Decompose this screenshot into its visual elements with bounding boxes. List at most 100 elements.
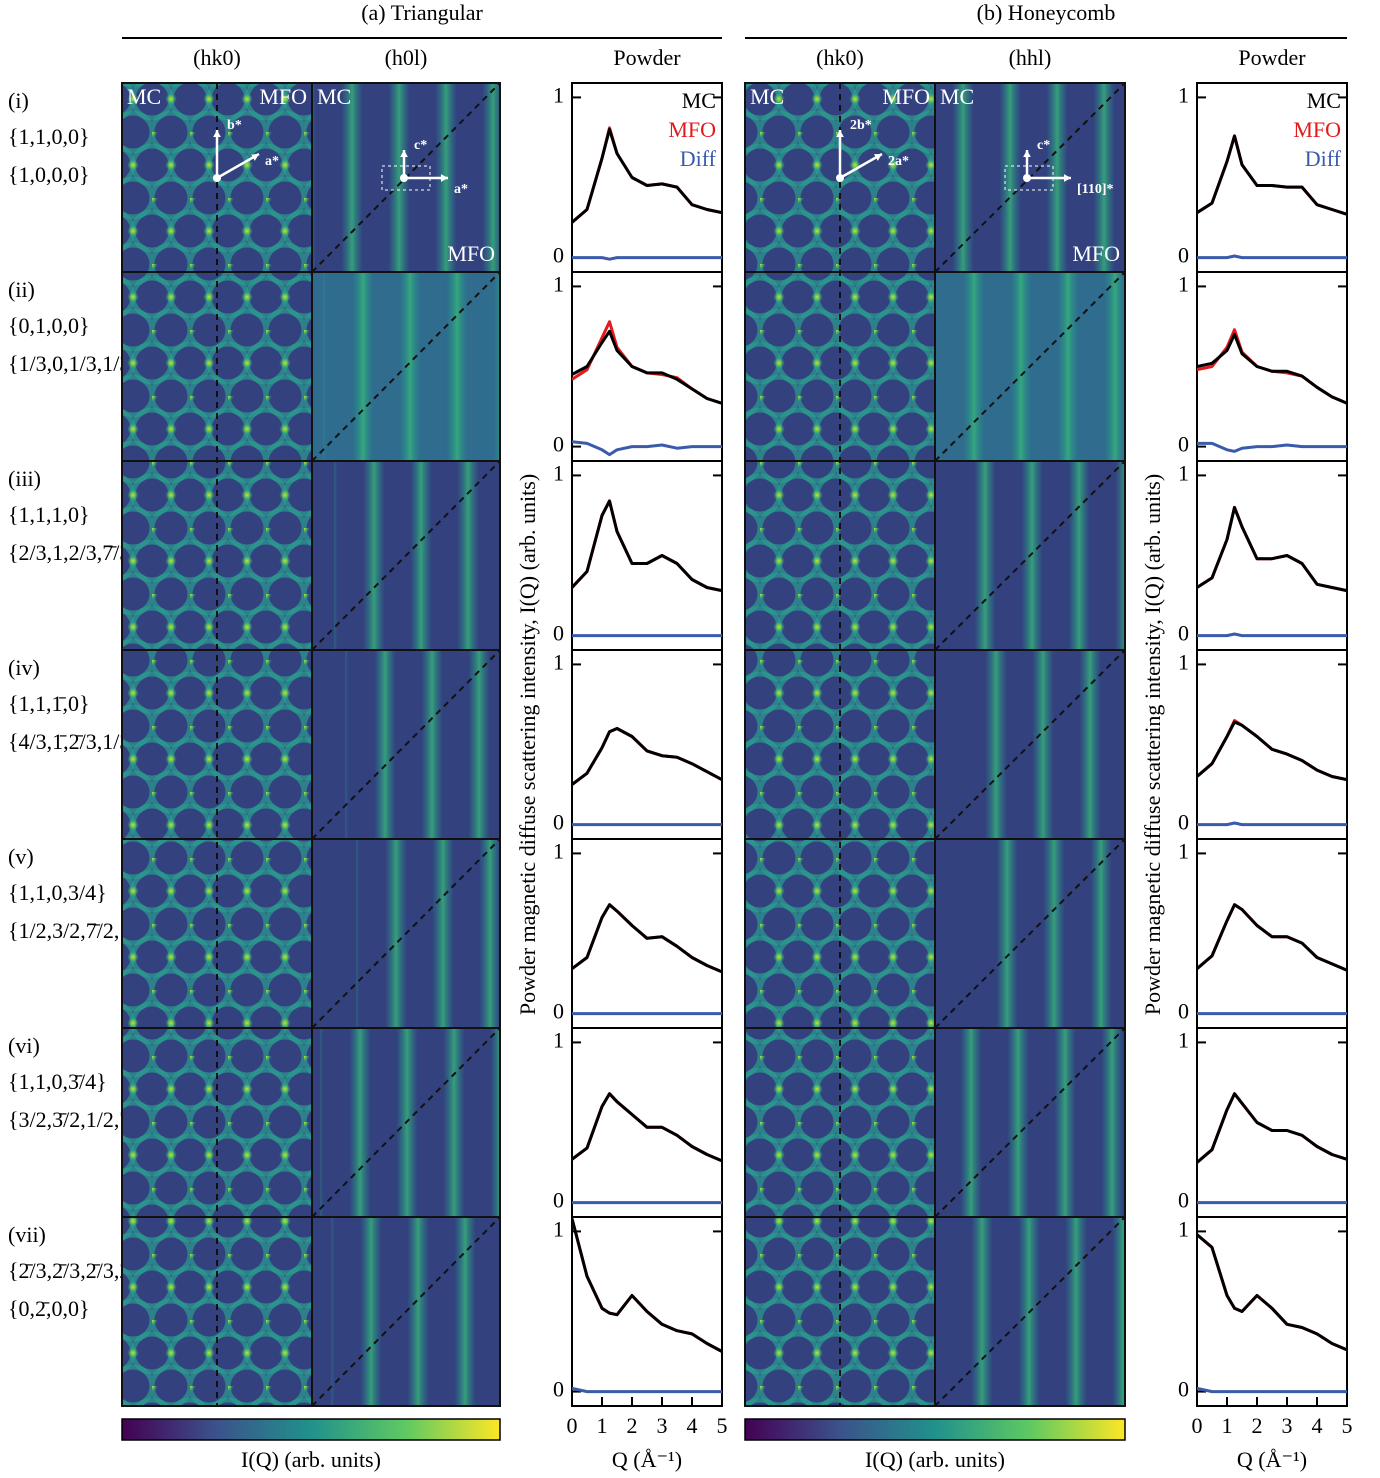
row-condition: {0,2̄,0,0} <box>8 1296 90 1321</box>
y-tick-label: 0 <box>1178 810 1189 835</box>
colorbar <box>121 1418 501 1441</box>
diagonal <box>935 1028 1125 1217</box>
row-condition: {2/3,1,2/3,7̄/3} <box>8 540 141 565</box>
y-tick-label: 0 <box>553 1377 564 1402</box>
series-line <box>572 256 722 261</box>
map-texture <box>331 1217 500 1406</box>
plot-frame <box>1196 1027 1348 1218</box>
map-texture <box>968 650 1125 839</box>
x-tick-label: 3 <box>1282 1413 1293 1438</box>
origin <box>1023 174 1031 182</box>
arrow-label: 2a* <box>888 154 909 169</box>
map <box>935 272 1125 461</box>
series-line <box>1197 720 1347 782</box>
x-axis-label: Q (Å⁻¹) <box>1237 1447 1307 1472</box>
y-tick-label: 1 <box>1178 649 1189 674</box>
column-title: (hhl) <box>1009 45 1052 70</box>
plot-frame <box>1196 271 1348 462</box>
series-line <box>1197 333 1347 405</box>
column-title: (hk0) <box>193 45 241 70</box>
series-group <box>572 320 722 457</box>
map <box>312 272 500 461</box>
map <box>745 272 935 461</box>
series-group <box>572 1092 722 1205</box>
map <box>935 650 1125 839</box>
series-line <box>1197 1386 1347 1394</box>
colorbar-label: I(Q) (arb. units) <box>865 1447 1005 1472</box>
row-label: (v) <box>8 844 34 869</box>
map-texture <box>979 839 1125 1028</box>
map-texture <box>122 272 312 461</box>
map <box>122 461 312 650</box>
legend-entry: MC <box>1307 88 1341 113</box>
y-tick-label: 1 <box>553 838 564 863</box>
legend-entry: Diff <box>1305 146 1342 171</box>
y-tick-label: 1 <box>553 1027 564 1052</box>
series-line <box>1197 903 1347 972</box>
map-texture <box>356 839 500 1028</box>
y-tick-label: 1 <box>1178 1027 1189 1052</box>
x-tick-label: 5 <box>1342 1413 1353 1438</box>
map-texture <box>954 1217 1125 1406</box>
arrow-head <box>1063 174 1071 182</box>
row-condition: {1/3,0,1/3,1/3} <box>8 351 141 376</box>
y-tick-label: 0 <box>553 432 564 457</box>
x-tick-label: 0 <box>567 1413 578 1438</box>
y-tick-label: 0 <box>553 810 564 835</box>
row-condition: {1,1,0,3̄/4} <box>8 1069 107 1094</box>
map-texture <box>320 1028 500 1217</box>
y-tick-label: 0 <box>1178 621 1189 646</box>
y-tick-label: 0 <box>1178 1188 1189 1213</box>
series-group <box>572 499 722 638</box>
map-label: MFO <box>259 84 307 109</box>
colorbar <box>744 1418 1126 1441</box>
legend-entry: Diff <box>680 146 717 171</box>
series-line <box>1197 1092 1347 1164</box>
x-tick-label: 5 <box>717 1413 728 1438</box>
row-condition: {1,1,1,0} <box>8 502 90 527</box>
y-axis-label: Powder magnetic diffuse scattering inten… <box>1140 474 1165 1015</box>
map-frame <box>934 1216 1126 1407</box>
x-tick-label: 0 <box>1192 1413 1203 1438</box>
diagonal <box>935 272 1125 461</box>
series-group <box>572 903 722 1016</box>
series-line <box>1197 1233 1347 1352</box>
row-condition: {1,1,1̄,0} <box>8 691 90 716</box>
series-line <box>1197 134 1347 216</box>
y-tick-label: 0 <box>553 1188 564 1213</box>
arrow-head <box>400 150 408 158</box>
map <box>935 1217 1125 1406</box>
map-texture <box>957 461 1125 650</box>
map-label: MC <box>940 84 974 109</box>
arrow-label: b* <box>227 118 242 133</box>
series-line <box>1197 505 1347 593</box>
column-title: Powder <box>1238 45 1306 70</box>
y-tick-label: 0 <box>1178 432 1189 457</box>
map-texture <box>745 1217 935 1406</box>
plot-frame <box>1196 1216 1348 1407</box>
map <box>122 83 312 272</box>
arrow <box>216 152 260 180</box>
arrow-head <box>213 130 221 138</box>
row-label: (iii) <box>8 466 41 491</box>
y-axis-label: Powder magnetic diffuse scattering inten… <box>515 474 540 1015</box>
arrow-label: 2b* <box>850 118 872 133</box>
plot-frame <box>1196 649 1348 840</box>
series-group <box>1197 1233 1347 1394</box>
map-texture <box>334 461 500 650</box>
series-line <box>572 1092 722 1163</box>
map <box>935 461 1125 650</box>
column-title: (hk0) <box>816 45 864 70</box>
row-condition: {4/3,1̄,2̄/3,1/3} <box>8 729 141 754</box>
map <box>312 839 500 1028</box>
map-texture <box>122 1217 312 1406</box>
arrow <box>839 152 883 180</box>
y-tick-label: 1 <box>1178 460 1189 485</box>
diagonal <box>312 839 500 1028</box>
y-tick-label: 0 <box>553 243 564 268</box>
map <box>312 1217 500 1406</box>
series-line <box>572 329 722 405</box>
y-tick-label: 0 <box>553 999 564 1024</box>
origin <box>213 174 221 182</box>
